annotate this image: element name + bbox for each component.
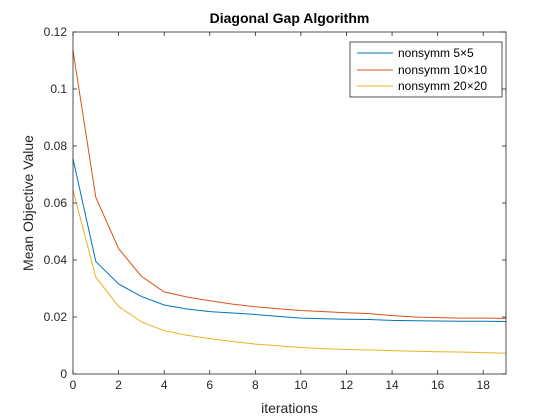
legend-item-1: nonsymm 10×10 [357, 63, 487, 77]
x-tick-label: 12 [340, 378, 354, 392]
y-axis-label: Mean Objective Value [20, 135, 36, 271]
x-tick-label: 0 [70, 378, 77, 392]
x-tick-label: 6 [206, 378, 213, 392]
legend: nonsymm 5×5 nonsymm 10×10 nonsymm 20×20 [349, 41, 503, 98]
y-tick-label: 0.06 [44, 196, 68, 210]
y-tick-label: 0.1 [50, 82, 67, 96]
legend-label-nonsymm-5x5: nonsymm 5×5 [398, 46, 474, 60]
y-tick-label: 0 [60, 367, 67, 381]
y-tick-label: 0.12 [44, 25, 68, 39]
x-tick-label: 2 [115, 378, 122, 392]
legend-label-nonsymm-10x10: nonsymm 10×10 [398, 63, 487, 77]
series-layer [72, 50, 507, 354]
x-tick-label: 4 [161, 378, 168, 392]
legend-item-0: nonsymm 5×5 [357, 46, 474, 60]
y-tick-label: 0.02 [44, 310, 68, 324]
chart-title: Diagonal Gap Algorithm [210, 10, 370, 26]
x-tick-label: 14 [385, 378, 399, 392]
x-tick-label: 18 [477, 378, 491, 392]
series-line-2 [72, 190, 507, 354]
legend-item-2: nonsymm 20×20 [357, 79, 487, 93]
series-line-0 [72, 158, 507, 323]
x-tick-label: 8 [252, 378, 259, 392]
x-tick-label: 10 [294, 378, 308, 392]
series-line-1 [72, 50, 507, 319]
tick-layer: 0 2 4 6 8 10 12 14 16 18 0 0.02 0.04 0.06 0.08 0.1 0.12 [44, 25, 506, 392]
y-tick-label: 0.08 [44, 139, 68, 153]
x-axis-label: iterations [261, 400, 318, 416]
legend-label-nonsymm-20x20: nonsymm 20×20 [398, 79, 487, 93]
y-tick-label: 0.04 [44, 253, 68, 267]
x-tick-label: 16 [431, 378, 445, 392]
plot-frame [72, 31, 507, 375]
